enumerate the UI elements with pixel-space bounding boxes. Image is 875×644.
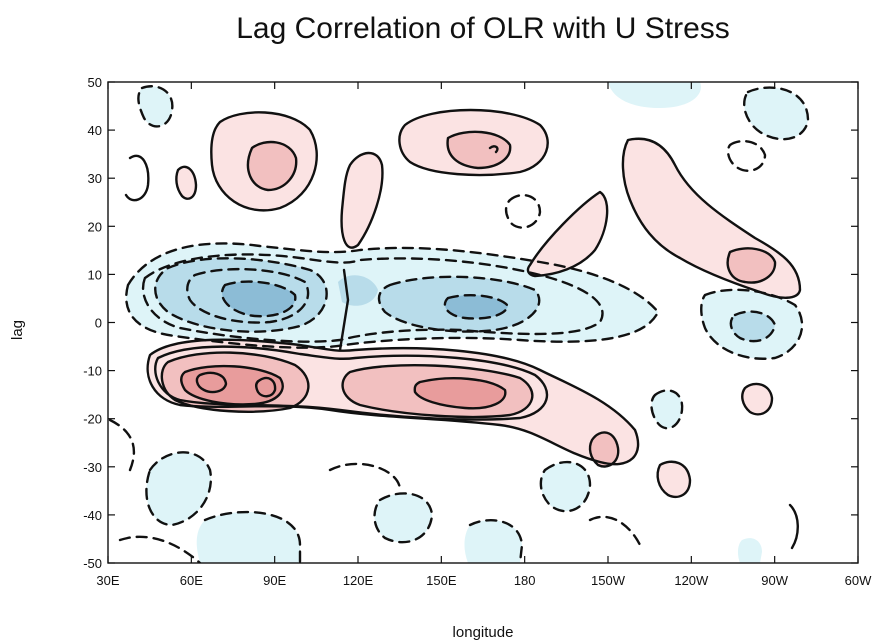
pos-region-se2 [657,461,690,497]
x-tick-label: 150W [591,573,626,588]
pos-region-e-core [727,248,776,283]
pos-contour-4 [180,364,284,406]
neg-region-ne2 [744,87,808,140]
pos-contour-21 [124,154,799,550]
neg-contour-16 [539,460,592,513]
x-tick-label: 90W [761,573,788,588]
y-tick-label: 50 [88,75,102,90]
neg-contour-1 [125,242,660,349]
neg-region-s5 [651,390,683,429]
pos-region-w [176,166,196,199]
y-tick-label: -50 [83,556,102,571]
y-tick-label: 0 [95,316,102,331]
pos-region-central-peak [414,378,506,409]
neg-contour-3 [154,257,328,333]
neg-region-s6 [737,538,762,563]
y-tick-label: -30 [83,460,102,475]
pos-region-se3 [742,383,772,415]
x-tick-label: 120W [674,573,709,588]
neg-contour-9 [729,310,777,343]
pos-contour-3 [160,351,310,413]
pos-region-se [590,432,619,467]
x-axis-title: longitude [453,624,514,641]
pos-region-n-finger [341,152,383,248]
neg-region-nw [138,86,173,127]
pos-contour-7 [341,364,534,419]
pos-contour-16 [726,247,777,284]
x-tick-label: 60E [180,573,203,588]
y-tick-label: -10 [83,364,102,379]
neg-contour-19 [726,139,767,172]
neg-region-sw [146,452,211,525]
pos-contour-18 [656,460,692,499]
chart-title: Lag Correlation of OLR with U Stress [236,12,730,45]
y-tick-label: 20 [88,219,102,234]
y-tick-label: 10 [88,267,102,282]
neg-contour-4 [186,267,310,324]
positive-contours [124,108,802,550]
pos-contour-13 [340,151,384,249]
x-tick-label: 120E [343,573,374,588]
plot-area [108,82,858,563]
x-tick-label: 180 [514,573,536,588]
neg-contour-14 [373,492,434,544]
x-tick-label: 30E [96,573,119,588]
neg-contour-20 [108,418,642,563]
neg-region-east-core [730,311,775,342]
pos-contour-9 [210,111,318,212]
y-tick-label: -20 [83,412,102,427]
neg-region-s2 [374,493,432,543]
pos-contour-14 [526,190,609,278]
neg-region-s4 [540,462,590,512]
pos-contour-22 [338,145,499,352]
pos-contour-10 [246,140,298,192]
pos-region-nw-core [247,142,297,190]
pos-contour-11 [398,108,549,177]
x-tick-label: 90E [263,573,286,588]
neg-contour-10 [137,85,174,128]
neg-region-ne [608,82,701,108]
pos-contour-5 [195,371,228,394]
pos-contour-19 [741,382,774,416]
pos-contour-17 [588,431,620,468]
neg-contour-7 [443,293,510,320]
x-axis: 30E 60E 90E 120E 150E 180 150W 120W 90W 60W [96,82,872,588]
neg-contour-17 [650,389,684,430]
pos-region-west-peak [181,366,283,405]
neg-region-west-peak [222,281,296,317]
y-tick-label: 40 [88,123,102,138]
pos-contour-6 [255,376,277,398]
neg-contour-12 [145,451,213,527]
pos-region-n-core [447,131,511,168]
neg-contour-13 [203,510,302,563]
neg-contour-18 [504,193,542,229]
positive-regions [147,110,800,497]
y-tick-label: -40 [83,508,102,523]
x-tick-label: 150E [426,573,457,588]
neg-region-s3 [464,520,522,563]
pos-contour-20 [175,165,198,200]
x-tick-label: 60W [845,573,872,588]
pos-region-ne [527,192,608,276]
neg-contour-6 [377,275,541,333]
neg-contour-5 [221,280,297,318]
neg-contour-15 [468,518,524,563]
pos-contour-8 [413,377,507,410]
pos-contour-15 [621,137,802,299]
y-tick-label: 30 [88,171,102,186]
neg-contour-2 [141,253,604,343]
y-axis-title: lag [9,320,26,340]
pos-contour-12 [446,130,512,170]
neg-contour-11 [743,86,810,141]
neg-region-central-peak [444,295,508,319]
y-axis: 50 40 30 20 10 0 -10 -20 -30 -40 -50 [83,75,858,571]
neg-region-s [196,512,300,563]
